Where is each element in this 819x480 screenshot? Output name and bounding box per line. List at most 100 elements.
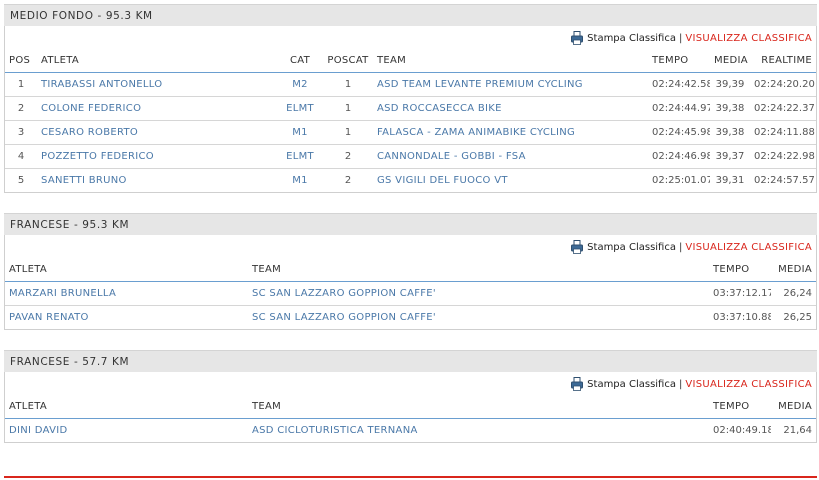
print-label: Stampa Classifica xyxy=(587,378,676,390)
cell-tempo: 02:25:01.07 xyxy=(652,174,710,186)
cell-media: 21,64 xyxy=(783,424,812,436)
table-row: MARZARI BRUNELLA SC SAN LAZZARO GOPPION … xyxy=(5,281,816,306)
team-link[interactable]: SC SAN LAZZARO GOPPION CAFFE' xyxy=(248,281,709,306)
col-team: TEAM xyxy=(248,396,709,419)
print-label: Stampa Classifica xyxy=(587,241,676,253)
print-classifica-link[interactable]: Stampa Classifica xyxy=(571,377,676,391)
cell-realtime: 02:24:22.37 xyxy=(750,96,816,121)
col-tempo: TEMPO xyxy=(709,396,771,419)
cell-pos: 3 xyxy=(5,120,37,145)
cell-realtime: 02:24:11.88 xyxy=(750,120,816,145)
col-atleta: ATLETA xyxy=(37,50,277,73)
team-link[interactable]: ASD TEAM LEVANTE PREMIUM CYCLING xyxy=(373,72,648,97)
cell-poscat: 2 xyxy=(344,174,352,186)
col-pos: POS xyxy=(5,50,37,73)
table-row: DINI DAVID ASD CICLOTURISTICA TERNANA 02… xyxy=(5,418,816,442)
cell-poscat: 1 xyxy=(323,72,373,97)
col-realtime: REALTIME xyxy=(750,50,816,73)
team-link[interactable]: FALASCA - ZAMA ANIMABIKE CYCLING xyxy=(373,120,648,145)
cell-tempo: 02:24:46.98 xyxy=(648,144,710,169)
cell-poscat: 2 xyxy=(323,144,373,169)
visualizza-classifica-link[interactable]: VISUALIZZA CLASSIFICA xyxy=(685,241,812,253)
category-link[interactable]: M2 xyxy=(277,72,323,97)
cell-poscat: 1 xyxy=(323,96,373,121)
col-media: MEDIA xyxy=(771,396,816,419)
cell-realtime: 02:24:20.20 xyxy=(750,72,816,97)
col-media: MEDIA xyxy=(771,259,816,282)
separator: | xyxy=(678,241,683,253)
visualizza-classifica-link[interactable]: VISUALIZZA CLASSIFICA xyxy=(685,32,812,44)
results-table: POS ATLETA CAT POSCAT TEAM TEMPO MEDIA R… xyxy=(5,50,816,192)
cell-tempo: 02:40:49.18 xyxy=(713,424,771,436)
athlete-link[interactable]: SANETTI BRUNO xyxy=(41,174,127,186)
cell-pos: 5 xyxy=(17,174,25,186)
cell-media: 39,38 xyxy=(710,120,750,145)
col-tempo: TEMPO xyxy=(709,259,771,282)
col-tempo: TEMPO xyxy=(648,50,710,73)
cell-media: 39,39 xyxy=(710,72,750,97)
cell-media: 26,25 xyxy=(783,311,812,323)
category-link[interactable]: M1 xyxy=(292,174,308,186)
section-actions: Stampa Classifica | VISUALIZZA CLASSIFIC… xyxy=(5,372,816,396)
table-row: 3 CESARO ROBERTO M1 1 FALASCA - ZAMA ANI… xyxy=(5,120,816,145)
category-link[interactable]: ELMT xyxy=(277,96,323,121)
athlete-link[interactable]: CESARO ROBERTO xyxy=(37,120,277,145)
section-title: FRANCESE - 57.7 KM xyxy=(4,350,817,372)
cell-realtime: 02:24:22.98 xyxy=(750,144,816,169)
athlete-link[interactable]: PAVAN RENATO xyxy=(9,311,89,323)
athlete-link[interactable]: POZZETTO FEDERICO xyxy=(37,144,277,169)
printer-icon xyxy=(571,240,584,254)
table-row: 1 TIRABASSI ANTONELLO M2 1 ASD TEAM LEVA… xyxy=(5,72,816,97)
cell-pos: 4 xyxy=(5,144,37,169)
cell-realtime: 02:24:57.57 xyxy=(754,174,815,186)
table-header-row: ATLETA TEAM TEMPO MEDIA xyxy=(5,396,816,419)
table-row: 4 POZZETTO FEDERICO ELMT 2 CANNONDALE - … xyxy=(5,144,816,169)
section-actions: Stampa Classifica | VISUALIZZA CLASSIFIC… xyxy=(5,26,816,50)
bottom-divider xyxy=(4,476,817,478)
separator: | xyxy=(678,378,683,390)
section-francese-95: FRANCESE - 95.3 KM Stampa Classifica | V… xyxy=(4,213,817,330)
team-link[interactable]: ASD CICLOTURISTICA TERNANA xyxy=(252,424,418,436)
results-table: ATLETA TEAM TEMPO MEDIA MARZARI BRUNELLA… xyxy=(5,259,816,329)
athlete-link[interactable]: TIRABASSI ANTONELLO xyxy=(37,72,277,97)
athlete-link[interactable]: MARZARI BRUNELLA xyxy=(5,281,248,306)
section-actions: Stampa Classifica | VISUALIZZA CLASSIFIC… xyxy=(5,235,816,259)
printer-icon xyxy=(571,377,584,391)
visualizza-classifica-link[interactable]: VISUALIZZA CLASSIFICA xyxy=(685,378,812,390)
cell-tempo: 03:37:12.17 xyxy=(709,281,771,306)
section-title: FRANCESE - 95.3 KM xyxy=(4,213,817,235)
print-classifica-link[interactable]: Stampa Classifica xyxy=(571,240,676,254)
section-francese-57: FRANCESE - 57.7 KM Stampa Classifica | V… xyxy=(4,350,817,443)
cell-media: 39,38 xyxy=(710,96,750,121)
table-row: PAVAN RENATO SC SAN LAZZARO GOPPION CAFF… xyxy=(5,305,816,329)
section-medio-fondo: MEDIO FONDO - 95.3 KM Stampa Classifica … xyxy=(4,4,817,193)
table-header-row: POS ATLETA CAT POSCAT TEAM TEMPO MEDIA R… xyxy=(5,50,816,73)
cell-tempo: 03:37:10.88 xyxy=(713,311,771,323)
cell-tempo: 02:24:45.98 xyxy=(648,120,710,145)
category-link[interactable]: M1 xyxy=(277,120,323,145)
col-cat: CAT xyxy=(277,50,323,73)
col-team: TEAM xyxy=(373,50,648,73)
cell-poscat: 1 xyxy=(323,120,373,145)
table-row: 2 COLONE FEDERICO ELMT 1 ASD ROCCASECCA … xyxy=(5,96,816,121)
cell-media: 39,31 xyxy=(715,174,745,186)
cell-pos: 1 xyxy=(5,72,37,97)
col-team: TEAM xyxy=(248,259,709,282)
col-atleta: ATLETA xyxy=(5,259,248,282)
athlete-link[interactable]: DINI DAVID xyxy=(9,424,68,436)
team-link[interactable]: ASD ROCCASECCA BIKE xyxy=(373,96,648,121)
table-row: 5 SANETTI BRUNO M1 2 GS VIGILI DEL FUOCO… xyxy=(5,168,816,192)
team-link[interactable]: CANNONDALE - GOBBI - FSA xyxy=(373,144,648,169)
team-link[interactable]: GS VIGILI DEL FUOCO VT xyxy=(377,174,508,186)
cell-tempo: 02:24:42.58 xyxy=(648,72,710,97)
athlete-link[interactable]: COLONE FEDERICO xyxy=(37,96,277,121)
table-header-row: ATLETA TEAM TEMPO MEDIA xyxy=(5,259,816,282)
section-title: MEDIO FONDO - 95.3 KM xyxy=(4,4,817,26)
results-table: ATLETA TEAM TEMPO MEDIA DINI DAVID ASD C… xyxy=(5,396,816,442)
print-label: Stampa Classifica xyxy=(587,32,676,44)
print-classifica-link[interactable]: Stampa Classifica xyxy=(571,31,676,45)
team-link[interactable]: SC SAN LAZZARO GOPPION CAFFE' xyxy=(252,311,436,323)
separator: | xyxy=(678,32,683,44)
printer-icon xyxy=(571,31,584,45)
category-link[interactable]: ELMT xyxy=(277,144,323,169)
